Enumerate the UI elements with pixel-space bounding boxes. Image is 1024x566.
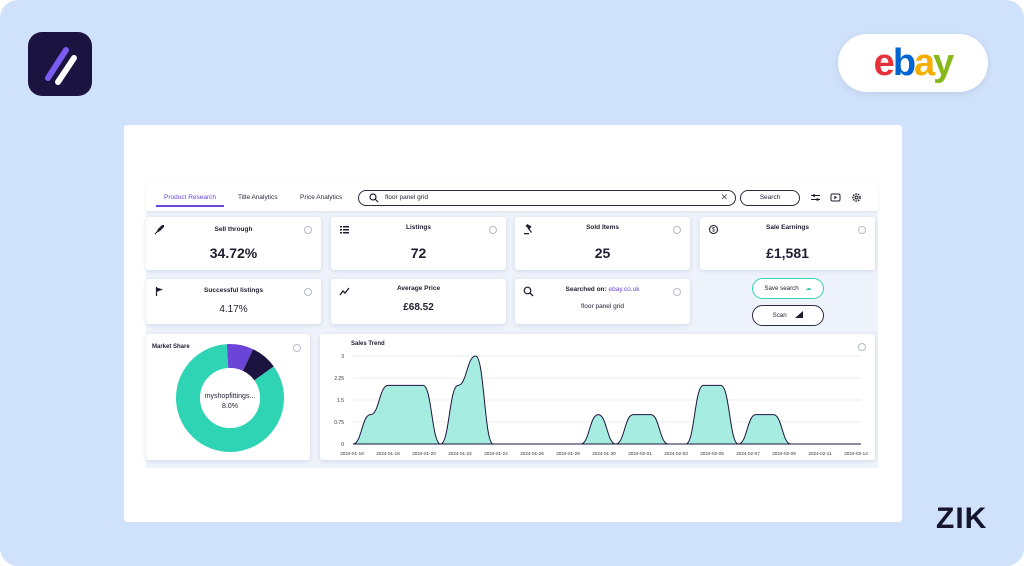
stat-title: Listings xyxy=(406,224,431,231)
save-search-button[interactable]: Save search ☁ xyxy=(752,278,824,299)
search-value: floor panel grid xyxy=(385,194,428,201)
stat-title: Sold Items xyxy=(586,224,619,231)
stat-card-sale-earnings: $ Sale Earnings £1,581 xyxy=(700,217,875,270)
active-tab-indicator xyxy=(156,205,224,207)
y-tick-label: 3 xyxy=(341,354,344,360)
market-share-donut: myshopfittings... 8.0% xyxy=(176,344,284,452)
info-icon[interactable] xyxy=(304,226,312,234)
rocket-icon xyxy=(154,225,164,235)
scan-button[interactable]: Scan xyxy=(752,305,824,326)
zik-app-logo-icon xyxy=(28,32,92,96)
y-tick-label: 0 xyxy=(341,442,344,448)
searched-on-label: Searched on: xyxy=(565,286,607,293)
ebay-letter: a xyxy=(914,42,935,84)
x-tick-label: 2024-02-09 xyxy=(772,451,796,456)
x-tick-label: 2024-02-03 xyxy=(664,451,688,456)
x-tick-label: 2024-01-16 xyxy=(340,451,364,456)
stat-value: £1,581 xyxy=(766,245,809,261)
searched-on-card: Searched on: ebay.co.uk floor panel grid xyxy=(515,279,690,324)
ebay-letter: y xyxy=(933,42,954,84)
y-tick-label: 1.5 xyxy=(337,398,344,404)
searched-on-query: floor panel grid xyxy=(581,303,624,310)
tab-price-analytics[interactable]: Price Analytics xyxy=(300,194,343,201)
x-tick-label: 2024-01-24 xyxy=(484,451,508,456)
search-button[interactable]: Search xyxy=(740,190,800,206)
stat-value: 4.17% xyxy=(219,304,248,315)
x-tick-label: 2024-02-01 xyxy=(628,451,652,456)
x-tick-label: 2024-01-28 xyxy=(556,451,580,456)
x-tick-label: 2024-01-22 xyxy=(448,451,472,456)
search-icon xyxy=(369,193,379,203)
y-tick-label: 0.75 xyxy=(334,420,344,426)
stat-value: £68.52 xyxy=(403,302,434,313)
info-icon[interactable] xyxy=(673,226,681,234)
trend-icon xyxy=(339,287,350,296)
y-tick-label: 2.25 xyxy=(334,376,344,382)
stat-title: Average Price xyxy=(396,285,441,292)
stat-card-sold-items: Sold Items 25 xyxy=(515,217,690,270)
sales-trend-chart: 0 0.75 1.5 2.25 3 2024-01-16 2024-01-18 2024-0… xyxy=(334,354,868,456)
search-icon xyxy=(523,286,534,297)
donut-hole xyxy=(200,368,260,428)
x-tick-label: 2024-02-05 xyxy=(700,451,724,456)
gavel-icon xyxy=(524,224,532,235)
stat-value: 25 xyxy=(594,245,611,261)
sales-trend-card: Sales Trend 0 0.75 1.5 2.25 3 2024-01-16 2024… xyxy=(320,334,875,460)
ebay-logo: ebay xyxy=(838,34,988,92)
ebay-letter: b xyxy=(892,42,916,84)
donut-center-value: 8.0% xyxy=(222,403,238,410)
info-icon[interactable] xyxy=(489,226,497,234)
donut-center-name: myshopfittings... xyxy=(205,393,256,400)
stat-value: 34.72% xyxy=(209,245,258,261)
tab-product-research[interactable]: Product Research xyxy=(164,194,217,201)
sales-trend-area xyxy=(352,355,861,445)
scan-label: Scan xyxy=(772,312,787,319)
coin-icon: $ xyxy=(708,224,719,235)
cloud-icon: ☁ xyxy=(805,285,812,292)
sales-trend-title: Sales Trend xyxy=(351,341,385,347)
donut-slice[interactable] xyxy=(176,344,284,452)
zik-wordmark: ZIK xyxy=(936,502,988,535)
video-icon[interactable] xyxy=(830,192,841,203)
stat-title: Sell through xyxy=(214,226,253,233)
info-icon[interactable] xyxy=(293,344,301,352)
stat-title: Sale Earnings xyxy=(766,224,809,231)
info-icon[interactable] xyxy=(673,288,681,296)
flag-icon xyxy=(155,287,163,296)
list-icon xyxy=(340,226,349,234)
x-tick-label: 2024-01-26 xyxy=(520,451,544,456)
stat-card-listings: Listings 72 xyxy=(331,217,506,270)
ebay-letter: e xyxy=(873,42,895,84)
info-icon[interactable] xyxy=(858,343,866,351)
info-icon[interactable] xyxy=(858,226,866,234)
stat-card-average-price: Average Price £68.52 xyxy=(331,279,506,324)
x-tick-label: 2024-02-07 xyxy=(736,451,760,456)
market-share-title: Market Share xyxy=(152,344,190,350)
donut-slice[interactable] xyxy=(226,344,254,371)
info-icon[interactable] xyxy=(304,288,312,296)
x-tick-label: 2024-01-30 xyxy=(592,451,616,456)
stat-title: Successful listings xyxy=(204,287,263,294)
tab-title-analytics[interactable]: Title Analytics xyxy=(238,194,278,201)
stat-value: 72 xyxy=(410,245,427,261)
x-tick-label: 2024-01-20 xyxy=(412,451,436,456)
sliders-icon[interactable] xyxy=(810,192,821,203)
svg-text:$: $ xyxy=(712,228,716,234)
ebay-wordmark: ebay xyxy=(873,42,955,84)
stat-card-sell-through: Sell through 34.72% xyxy=(146,217,321,270)
donut-slice[interactable] xyxy=(242,349,274,381)
market-share-card: Market Share myshopfittings... 8.0% xyxy=(146,334,310,460)
x-tick-label: 2024-02-11 xyxy=(808,451,832,456)
clear-search-icon[interactable]: ✕ xyxy=(720,192,728,202)
searched-on-line: Searched on: ebay.co.uk xyxy=(515,286,690,293)
searched-on-site-link[interactable]: ebay.co.uk xyxy=(608,286,640,293)
x-tick-label: 2024-01-18 xyxy=(376,451,400,456)
signal-icon xyxy=(795,311,804,318)
save-search-label: Save search xyxy=(764,285,799,292)
stat-card-successful-listings: Successful listings 4.17% xyxy=(146,279,321,324)
x-tick-label: 2024-02-14 xyxy=(844,451,868,456)
search-input[interactable]: floor panel grid ✕ xyxy=(358,190,736,206)
gear-icon[interactable] xyxy=(851,192,862,203)
